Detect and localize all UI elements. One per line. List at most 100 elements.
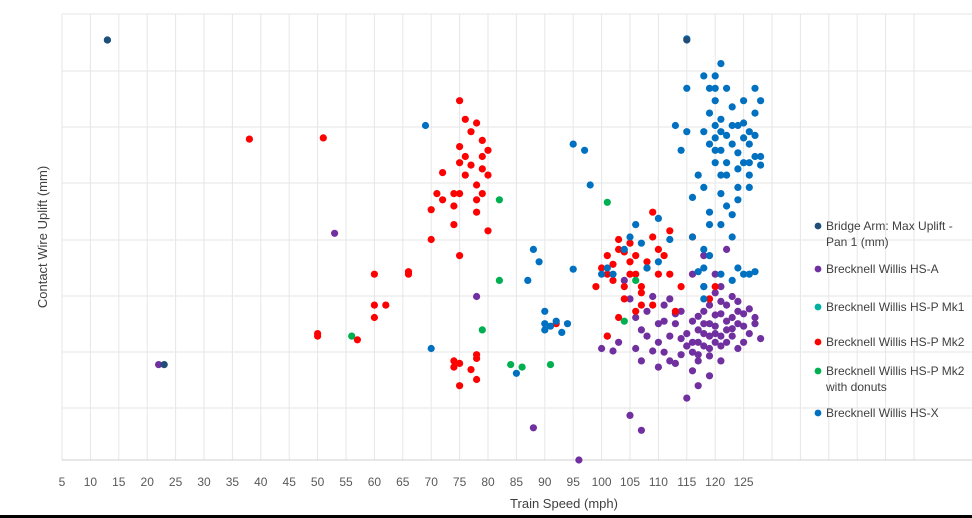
data-point: [757, 97, 765, 105]
data-point: [615, 338, 623, 346]
data-point: [700, 295, 708, 303]
data-point: [404, 268, 413, 276]
data-point: [740, 310, 748, 318]
data-point: [671, 359, 680, 367]
data-point: [683, 394, 691, 402]
data-point: [711, 121, 719, 130]
data-point: [649, 347, 657, 355]
data-point: [637, 326, 646, 334]
data-point: [677, 351, 685, 359]
data-point: [683, 128, 691, 136]
data-point: [558, 328, 566, 336]
data-point: [660, 301, 668, 309]
data-point: [700, 183, 708, 191]
data-point: [694, 312, 702, 320]
data-point: [717, 342, 725, 350]
data-point: [473, 196, 481, 204]
data-point: [711, 338, 719, 346]
data-point: [433, 190, 441, 198]
data-point: [666, 227, 674, 235]
data-point: [632, 313, 640, 322]
data-point: [711, 146, 719, 154]
data-point: [427, 235, 435, 244]
data-point: [245, 135, 253, 143]
data-point: [728, 292, 736, 301]
data-point: [666, 270, 674, 278]
data-point: [728, 140, 736, 148]
data-point: [688, 338, 697, 346]
data-point: [705, 295, 714, 303]
data-point: [456, 359, 464, 367]
data-point: [740, 322, 748, 330]
data-point: [603, 270, 611, 278]
data-point: [473, 119, 481, 127]
data-point: [740, 119, 748, 127]
data-point: [473, 375, 481, 384]
data-point: [609, 276, 617, 284]
legend-marker: [814, 367, 822, 375]
x-tick-label: 90: [538, 475, 552, 489]
data-point: [711, 283, 719, 291]
data-point: [450, 363, 458, 371]
data-point: [745, 330, 753, 338]
data-point: [723, 131, 731, 139]
data-point: [637, 239, 646, 247]
data-point: [637, 301, 646, 309]
data-point: [427, 344, 435, 353]
data-point: [717, 310, 725, 318]
data-point: [620, 295, 628, 303]
data-point: [331, 229, 339, 237]
plot-area: [62, 14, 972, 460]
data-point: [598, 270, 606, 278]
legend-entry: Brecknell Willis HS-A: [826, 262, 939, 276]
x-tick-labels: 5 10 15 20 25 30 35 40 45 50 55 60 65 70 75 80 85 90 95 100…: [59, 475, 754, 489]
data-point: [569, 265, 577, 273]
data-point: [694, 326, 702, 334]
data-point: [637, 283, 646, 291]
data-point: [609, 347, 617, 355]
data-point: [626, 295, 634, 303]
data-point: [649, 292, 657, 301]
data-point: [745, 270, 753, 278]
data-point: [734, 121, 742, 130]
data-point: [478, 190, 486, 198]
data-point: [751, 268, 759, 276]
data-point: [654, 338, 663, 346]
data-point: [456, 159, 464, 167]
data-point: [586, 181, 594, 189]
data-point: [717, 190, 725, 198]
data-point: [734, 264, 742, 272]
data-point: [654, 245, 663, 253]
data-point: [632, 221, 640, 229]
data-point: [632, 307, 640, 315]
data-point: [654, 214, 663, 222]
data-point: [649, 301, 657, 309]
data-point: [495, 276, 503, 284]
gridlines: [61, 13, 972, 461]
data-point: [683, 330, 691, 338]
data-point: [456, 252, 464, 260]
data-points: [103, 35, 765, 464]
data-point: [439, 169, 447, 177]
data-point: [512, 369, 521, 377]
data-point: [751, 320, 759, 328]
x-tick-label: 120: [705, 475, 725, 489]
data-point: [598, 264, 606, 272]
x-tick-label: 30: [197, 475, 211, 489]
data-point: [688, 348, 697, 356]
data-point: [705, 320, 714, 328]
bottom-rule: [0, 515, 972, 518]
data-point: [456, 143, 464, 151]
data-point: [473, 208, 481, 216]
data-point: [603, 252, 611, 260]
x-tick-label: 25: [169, 475, 183, 489]
data-point: [421, 121, 430, 130]
data-point: [740, 134, 748, 142]
data-point: [694, 382, 702, 390]
data-point: [717, 221, 725, 229]
x-axis-title: Train Speed (mph): [510, 496, 618, 511]
data-point: [456, 190, 464, 198]
data-point: [700, 342, 708, 350]
data-point: [626, 239, 634, 247]
